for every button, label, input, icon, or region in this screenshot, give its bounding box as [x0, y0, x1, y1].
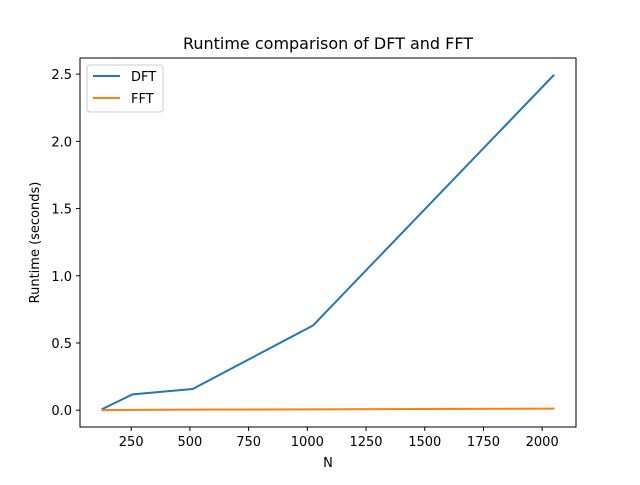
legend: DFT FFT [86, 64, 164, 113]
x-tick-label: 1500 [408, 435, 441, 450]
x-axis-label: N [323, 456, 333, 471]
x-axis-ticks: 250 500 750 1000 1250 1500 1750 2000 [119, 427, 559, 450]
x-tick-label: 1750 [467, 435, 500, 450]
chart-title: Runtime comparison of DFT and FFT [183, 34, 473, 53]
y-tick-label: 2.0 [51, 135, 72, 150]
y-tick-label: 0.5 [51, 337, 72, 352]
x-tick-label: 1000 [291, 435, 324, 450]
x-tick-label: 750 [236, 435, 261, 450]
legend-label-fft: FFT [131, 92, 154, 107]
legend-label-dft: DFT [131, 70, 156, 85]
x-tick-label: 500 [177, 435, 202, 450]
y-tick-label: 0.0 [51, 404, 72, 419]
plot-frame [79, 57, 577, 428]
x-tick-label: 1250 [349, 435, 382, 450]
series-line-dft [101, 74, 555, 411]
y-axis-label: Runtime (seconds) [28, 182, 43, 304]
y-tick-label: 1.0 [51, 270, 72, 285]
y-axis-ticks: 0.0 0.5 1.0 1.5 2.0 2.5 [51, 68, 80, 419]
y-tick-label: 1.5 [51, 203, 72, 218]
y-tick-label: 2.5 [51, 68, 72, 83]
x-tick-label: 2000 [526, 435, 559, 450]
series-line-fft [101, 407, 555, 412]
x-tick-label: 250 [119, 435, 144, 450]
series-lines [101, 74, 555, 412]
plot-area [80, 58, 576, 427]
